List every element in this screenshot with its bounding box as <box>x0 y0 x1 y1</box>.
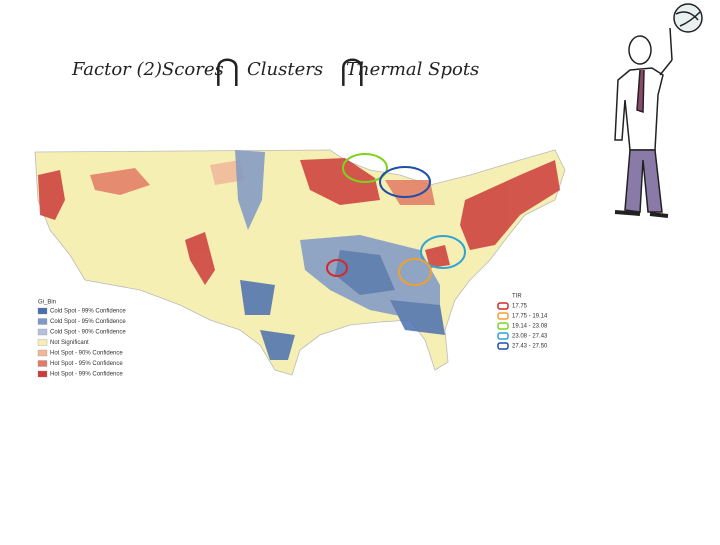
legend-label: Hot Spot - 90% Confidence <box>50 351 123 357</box>
legend-label: Hot Spot - 95% Confidence <box>50 361 123 367</box>
title-part: Clusters <box>247 59 323 80</box>
legend-label: 17.75 <box>512 304 528 310</box>
hot-spots <box>38 158 560 285</box>
legend-label: Cold Spot - 90% Confidence <box>50 330 126 336</box>
tir-circles <box>326 153 466 286</box>
cold-spots <box>235 150 445 360</box>
legend-swatch <box>497 332 509 340</box>
legend-label: 27.43 - 27.50 <box>512 344 548 350</box>
legend-swatch <box>37 307 48 315</box>
map <box>34 149 566 376</box>
tir-legend: TIR 17.75 17.75 - 19.14 19.14 - 23.08 23.08 … <box>497 294 548 350</box>
legend-title: TIR <box>512 294 522 300</box>
legend-label: 19.14 - 23.08 <box>512 324 548 330</box>
title-part: Thermal Spots <box>346 59 479 80</box>
intersection-symbol: ⋂ <box>215 53 240 88</box>
legend-swatch <box>37 318 48 325</box>
presenter-illustration <box>614 3 703 218</box>
map-legend: Gi_Bin Cold Spot - 99% Confidence Cold Spo… <box>37 300 126 378</box>
legend-swatch <box>37 370 48 378</box>
legend-title: Gi_Bin <box>38 300 56 306</box>
legend-label: Hot Spot - 99% Confidence <box>50 372 123 378</box>
legend-label: 23.08 - 27.43 <box>512 334 548 340</box>
legend-swatch <box>497 322 509 330</box>
title-part: Factor (2)Scores <box>71 59 224 80</box>
legend-swatch <box>37 328 48 336</box>
legend-swatch <box>37 339 48 346</box>
legend-label: Cold Spot - 99% Confidence <box>50 309 126 315</box>
legend-label: Not Significant <box>50 340 89 346</box>
legend-swatch <box>37 360 48 367</box>
legend-swatch <box>497 312 509 320</box>
legend-swatch <box>497 342 509 350</box>
legend-swatch <box>37 349 48 357</box>
title: Factor (2)Scores⋂ Clusters ⋂Thermal Spots <box>71 53 479 88</box>
intersection-symbol: ⋂ <box>340 53 365 88</box>
legend-label: Cold Spot - 95% Confidence <box>50 319 126 325</box>
legend-swatch <box>497 302 509 310</box>
legend-label: 17.75 - 19.14 <box>512 314 548 320</box>
